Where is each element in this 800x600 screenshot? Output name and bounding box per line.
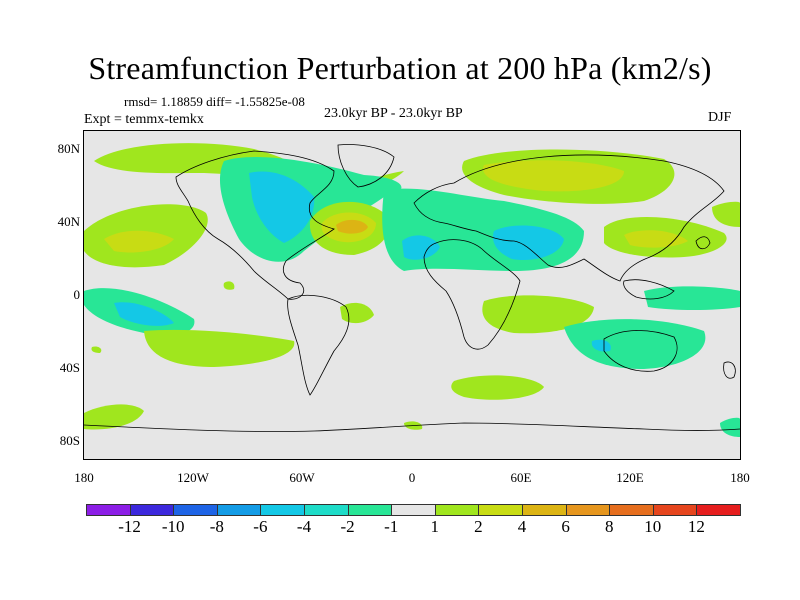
colorbar-label: 4 — [517, 517, 527, 536]
colorbar-box — [260, 504, 305, 516]
colorbar-label: -2 — [340, 517, 355, 536]
colorbar-box — [652, 504, 698, 516]
colorbar-box — [129, 504, 175, 516]
contour-negative-canada-core — [249, 171, 315, 243]
contour-positive-southern-atlantic — [451, 375, 544, 400]
lon-label-60w: 60W — [289, 470, 315, 485]
colorbar-label: -4 — [296, 517, 312, 536]
contour-positive-small-pacific — [223, 281, 235, 290]
contour-negative-middle-east — [492, 225, 564, 261]
contour-negative-south-pacific-core — [114, 302, 174, 326]
colorbar-label: -8 — [209, 517, 224, 536]
colorbar-box — [173, 504, 218, 516]
lon-label-120w: 120W — [177, 470, 209, 485]
colorbar-box — [565, 504, 611, 516]
contour-negative-antarctic-east — [720, 417, 740, 437]
colorbar-box — [434, 504, 480, 516]
colorbar-box — [521, 504, 567, 516]
colorbar-label: -1 — [384, 517, 399, 536]
colorbar-label: 1 — [430, 517, 440, 536]
colorbar-label: 6 — [561, 517, 570, 536]
contour-positive-siberia-core — [483, 160, 624, 192]
colorbar-label: -6 — [253, 517, 268, 536]
contour-field — [84, 143, 740, 437]
contour-positive-southern-ocean-west — [84, 404, 144, 430]
lon-label-60e: 60E — [510, 470, 532, 485]
lon-label-0: 0 — [408, 470, 416, 485]
contour-negative-south-indian-core — [591, 339, 611, 352]
contour-positive-north-atlantic-core — [336, 219, 368, 234]
world-map-plot — [83, 130, 741, 460]
contour-positive-north-pacific-core — [104, 230, 174, 253]
colorbar-box — [86, 504, 131, 516]
lat-label-40s: 40S — [59, 360, 80, 375]
colorbar-box — [347, 504, 393, 516]
lon-label-120e: 120E — [616, 470, 644, 485]
experiment-label: Expt = temmx-temkx — [84, 112, 204, 127]
colorbar-label: -10 — [161, 517, 185, 536]
rmsd-diff-stats: rmsd= 1.18859 diff= -1.55825e-08 — [124, 94, 305, 109]
lat-label-40n: 40N — [57, 214, 80, 229]
contour-negative-tropical-west-pacific — [644, 286, 740, 310]
contour-negative-south-indian — [564, 319, 706, 369]
colorbar-label: 8 — [604, 517, 614, 536]
lon-label-180e: 180 — [730, 470, 750, 485]
colorbar-box — [609, 504, 654, 516]
plot-title: Streamfunction Perturbation at 200 hPa (… — [88, 50, 712, 86]
colorbar — [86, 504, 741, 516]
contour-positive-nw-pacific-edge — [712, 201, 740, 227]
lat-label-80s: 80S — [59, 433, 80, 448]
contour-negative-north-africa — [402, 235, 440, 260]
lat-label-80n: 80N — [57, 141, 80, 156]
colorbar-label: -12 — [118, 517, 141, 536]
colorbar-box — [391, 504, 436, 516]
period-label: 23.0kyr BP - 23.0kyr BP — [324, 106, 463, 121]
contour-positive-small-south — [91, 346, 102, 353]
contour-positive-east-asia-core — [624, 230, 688, 248]
coastlines — [84, 144, 740, 432]
contour-positive-south-pacific — [144, 329, 295, 367]
colorbar-label: 2 — [474, 517, 483, 536]
colorbar-box — [303, 504, 349, 516]
colorbar-label: 10 — [644, 517, 662, 536]
season-label: DJF — [708, 110, 732, 125]
colorbar-box — [478, 504, 523, 516]
lat-label-0: 0 — [73, 287, 81, 302]
contour-positive-indian-ocean — [482, 295, 594, 334]
lon-label-180w: 180 — [74, 470, 94, 485]
colorbar-box — [696, 504, 741, 516]
colorbar-box — [216, 504, 262, 516]
colorbar-label: 12 — [687, 517, 705, 536]
